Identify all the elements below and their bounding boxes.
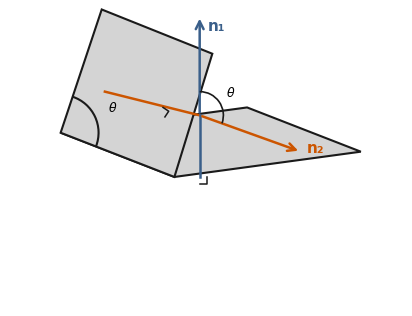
- Polygon shape: [61, 107, 361, 177]
- Text: n₁: n₁: [208, 19, 225, 34]
- Text: θ: θ: [108, 102, 116, 115]
- Text: θ: θ: [227, 87, 234, 100]
- Text: n₂: n₂: [307, 141, 324, 156]
- Polygon shape: [61, 9, 212, 177]
